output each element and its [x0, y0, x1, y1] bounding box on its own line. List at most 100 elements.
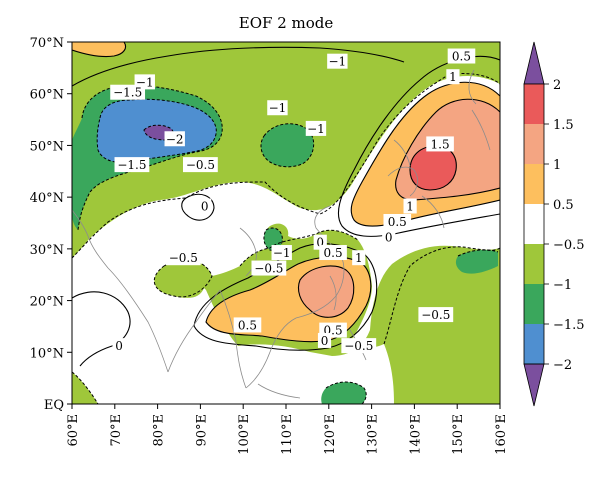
contour-neg1-s [325, 381, 367, 404]
contour-label-background [267, 100, 288, 116]
contour-label-text: −0.5 [344, 339, 373, 353]
colorbar-frame [523, 83, 545, 365]
colorbar-band-0.5-1 [524, 164, 544, 204]
contour-neg05-d [239, 229, 359, 267]
contour-label: 0.5 [233, 317, 262, 333]
fill-neg15-d [455, 249, 498, 274]
colorbar-tick-label: −1.5 [553, 318, 585, 333]
contour-label-background [447, 48, 476, 64]
contour-label-text: −1 [307, 122, 325, 136]
contour-label: 1 [446, 69, 460, 85]
contour-neg1-se [457, 249, 499, 257]
contour-label-text: 1.5 [431, 137, 450, 151]
x-tick-label: 60°E [66, 414, 81, 447]
contour-label-text: 0 [321, 334, 329, 348]
contour-label-background [319, 245, 347, 261]
x-tick-label: 100°E [237, 414, 252, 455]
contour-label-background [165, 250, 201, 266]
contour-zero-southwest [72, 291, 131, 367]
contour-label-background [418, 307, 454, 323]
contour-label-text: 0.5 [452, 50, 471, 64]
fill-neg15-e [321, 382, 367, 404]
contour-label-text: 1 [355, 251, 363, 265]
contour-label: −2 [164, 131, 185, 147]
contour-label: −1.5 [114, 157, 150, 173]
contour-label-background [110, 84, 146, 100]
contour-label-text: 1 [406, 199, 414, 213]
colorbar-tick-label: 2 [553, 78, 561, 93]
contour-label: −0.5 [418, 307, 454, 323]
colorbar-tick-label: −1 [553, 278, 572, 293]
contour-label: 0 [382, 229, 396, 245]
contour-label-background [114, 157, 150, 173]
contour-label: 0 [112, 338, 126, 354]
contour-label: −0.5 [251, 260, 287, 276]
contour-zero-ne [337, 55, 500, 237]
y-tick-label: 30°N [30, 243, 64, 258]
contour-neg1-b [260, 123, 315, 168]
x-tick-label: 70°E [109, 414, 124, 447]
colorbar: 2 1.5 1 0.5 −0.5 −1 −1.5 −2 [523, 41, 585, 407]
colorbar-top-extension [523, 41, 545, 85]
contour-label-background [352, 250, 366, 266]
y-tick-label: EQ [44, 398, 64, 413]
contour-label: 0 [317, 332, 332, 348]
x-tick-label: 80°E [152, 414, 167, 447]
contour-label: 0 [198, 198, 212, 214]
contour-pos1-ne [395, 98, 500, 201]
y-tick-label: 50°N [30, 139, 64, 154]
contour-label-background [112, 338, 126, 354]
contour-label-text: 0 [115, 339, 123, 353]
contour-label-background [305, 120, 327, 136]
contour-label-text: −1 [329, 55, 347, 69]
contour-pos05-small [72, 42, 127, 58]
contour-label-background [251, 260, 287, 276]
fill-pos-small [72, 42, 126, 57]
x-axis: 60°E 70°E 80°E 90°E 100°E 110°E 120°E 130°E 140°… [66, 404, 509, 455]
contour-neg05-north [72, 73, 500, 259]
contour-label-background [327, 53, 348, 69]
contour-label-text: 0.5 [388, 215, 407, 229]
contour-labels: −1−1.5−1 0.51−1−1−2 1.5−1.5 −0.50 10.5000.5−… [110, 48, 476, 354]
contour-label-background [341, 338, 377, 354]
contour-label: 0.5 [447, 48, 476, 64]
contour-label-background [446, 69, 460, 85]
contour-label-background [233, 317, 262, 333]
contour-label: −1.5 [110, 84, 146, 100]
fill-pos10-scs [298, 265, 354, 318]
colorbar-ticks: 2 1.5 1 0.5 −0.5 −1 −1.5 −2 [544, 78, 585, 373]
contour-label-text: −1.5 [113, 86, 142, 100]
contour-label: 0.5 [383, 214, 412, 229]
colorbar-tick-label: 0.5 [553, 198, 574, 213]
y-tick-label: 20°N [30, 295, 64, 310]
chart-title: EOF 2 mode [239, 14, 334, 32]
contour-label: −0.5 [165, 250, 201, 266]
contour-label-background [382, 229, 396, 245]
contour-label-background [317, 332, 332, 348]
contour-label-background [426, 136, 454, 152]
contour-label-text: 0 [201, 199, 209, 213]
x-tick-label: 150°E [451, 414, 466, 455]
fill-neg-southwest [72, 372, 98, 404]
contour-label-background [383, 214, 412, 229]
contour-neg05-sw [72, 371, 99, 404]
contour-label-text: −2 [166, 132, 184, 146]
contour-label-text: −1 [273, 246, 291, 260]
colorbar-band-1-1.5 [524, 124, 544, 164]
contour-label: −0.5 [183, 157, 218, 173]
contour-pos05-scs [205, 256, 372, 343]
y-tick-label: 40°N [30, 191, 64, 206]
contour-label-text: −0.5 [421, 308, 450, 322]
x-tick-label: 130°E [366, 414, 381, 455]
contour-label: −1 [305, 120, 327, 136]
contour-label: 0.5 [319, 245, 347, 261]
contour-label: −0.5 [341, 338, 377, 354]
contour-zero-center [181, 193, 215, 221]
contour-pos05-ne [350, 81, 500, 227]
colorbar-band-neg0.5-0.5 [524, 204, 544, 244]
contour-label-text: 0.5 [238, 318, 257, 332]
contour-label-background [271, 245, 292, 261]
contour-label: 1.5 [426, 136, 454, 152]
contour-neg05-se [383, 246, 500, 345]
contour-label-background [183, 157, 218, 173]
